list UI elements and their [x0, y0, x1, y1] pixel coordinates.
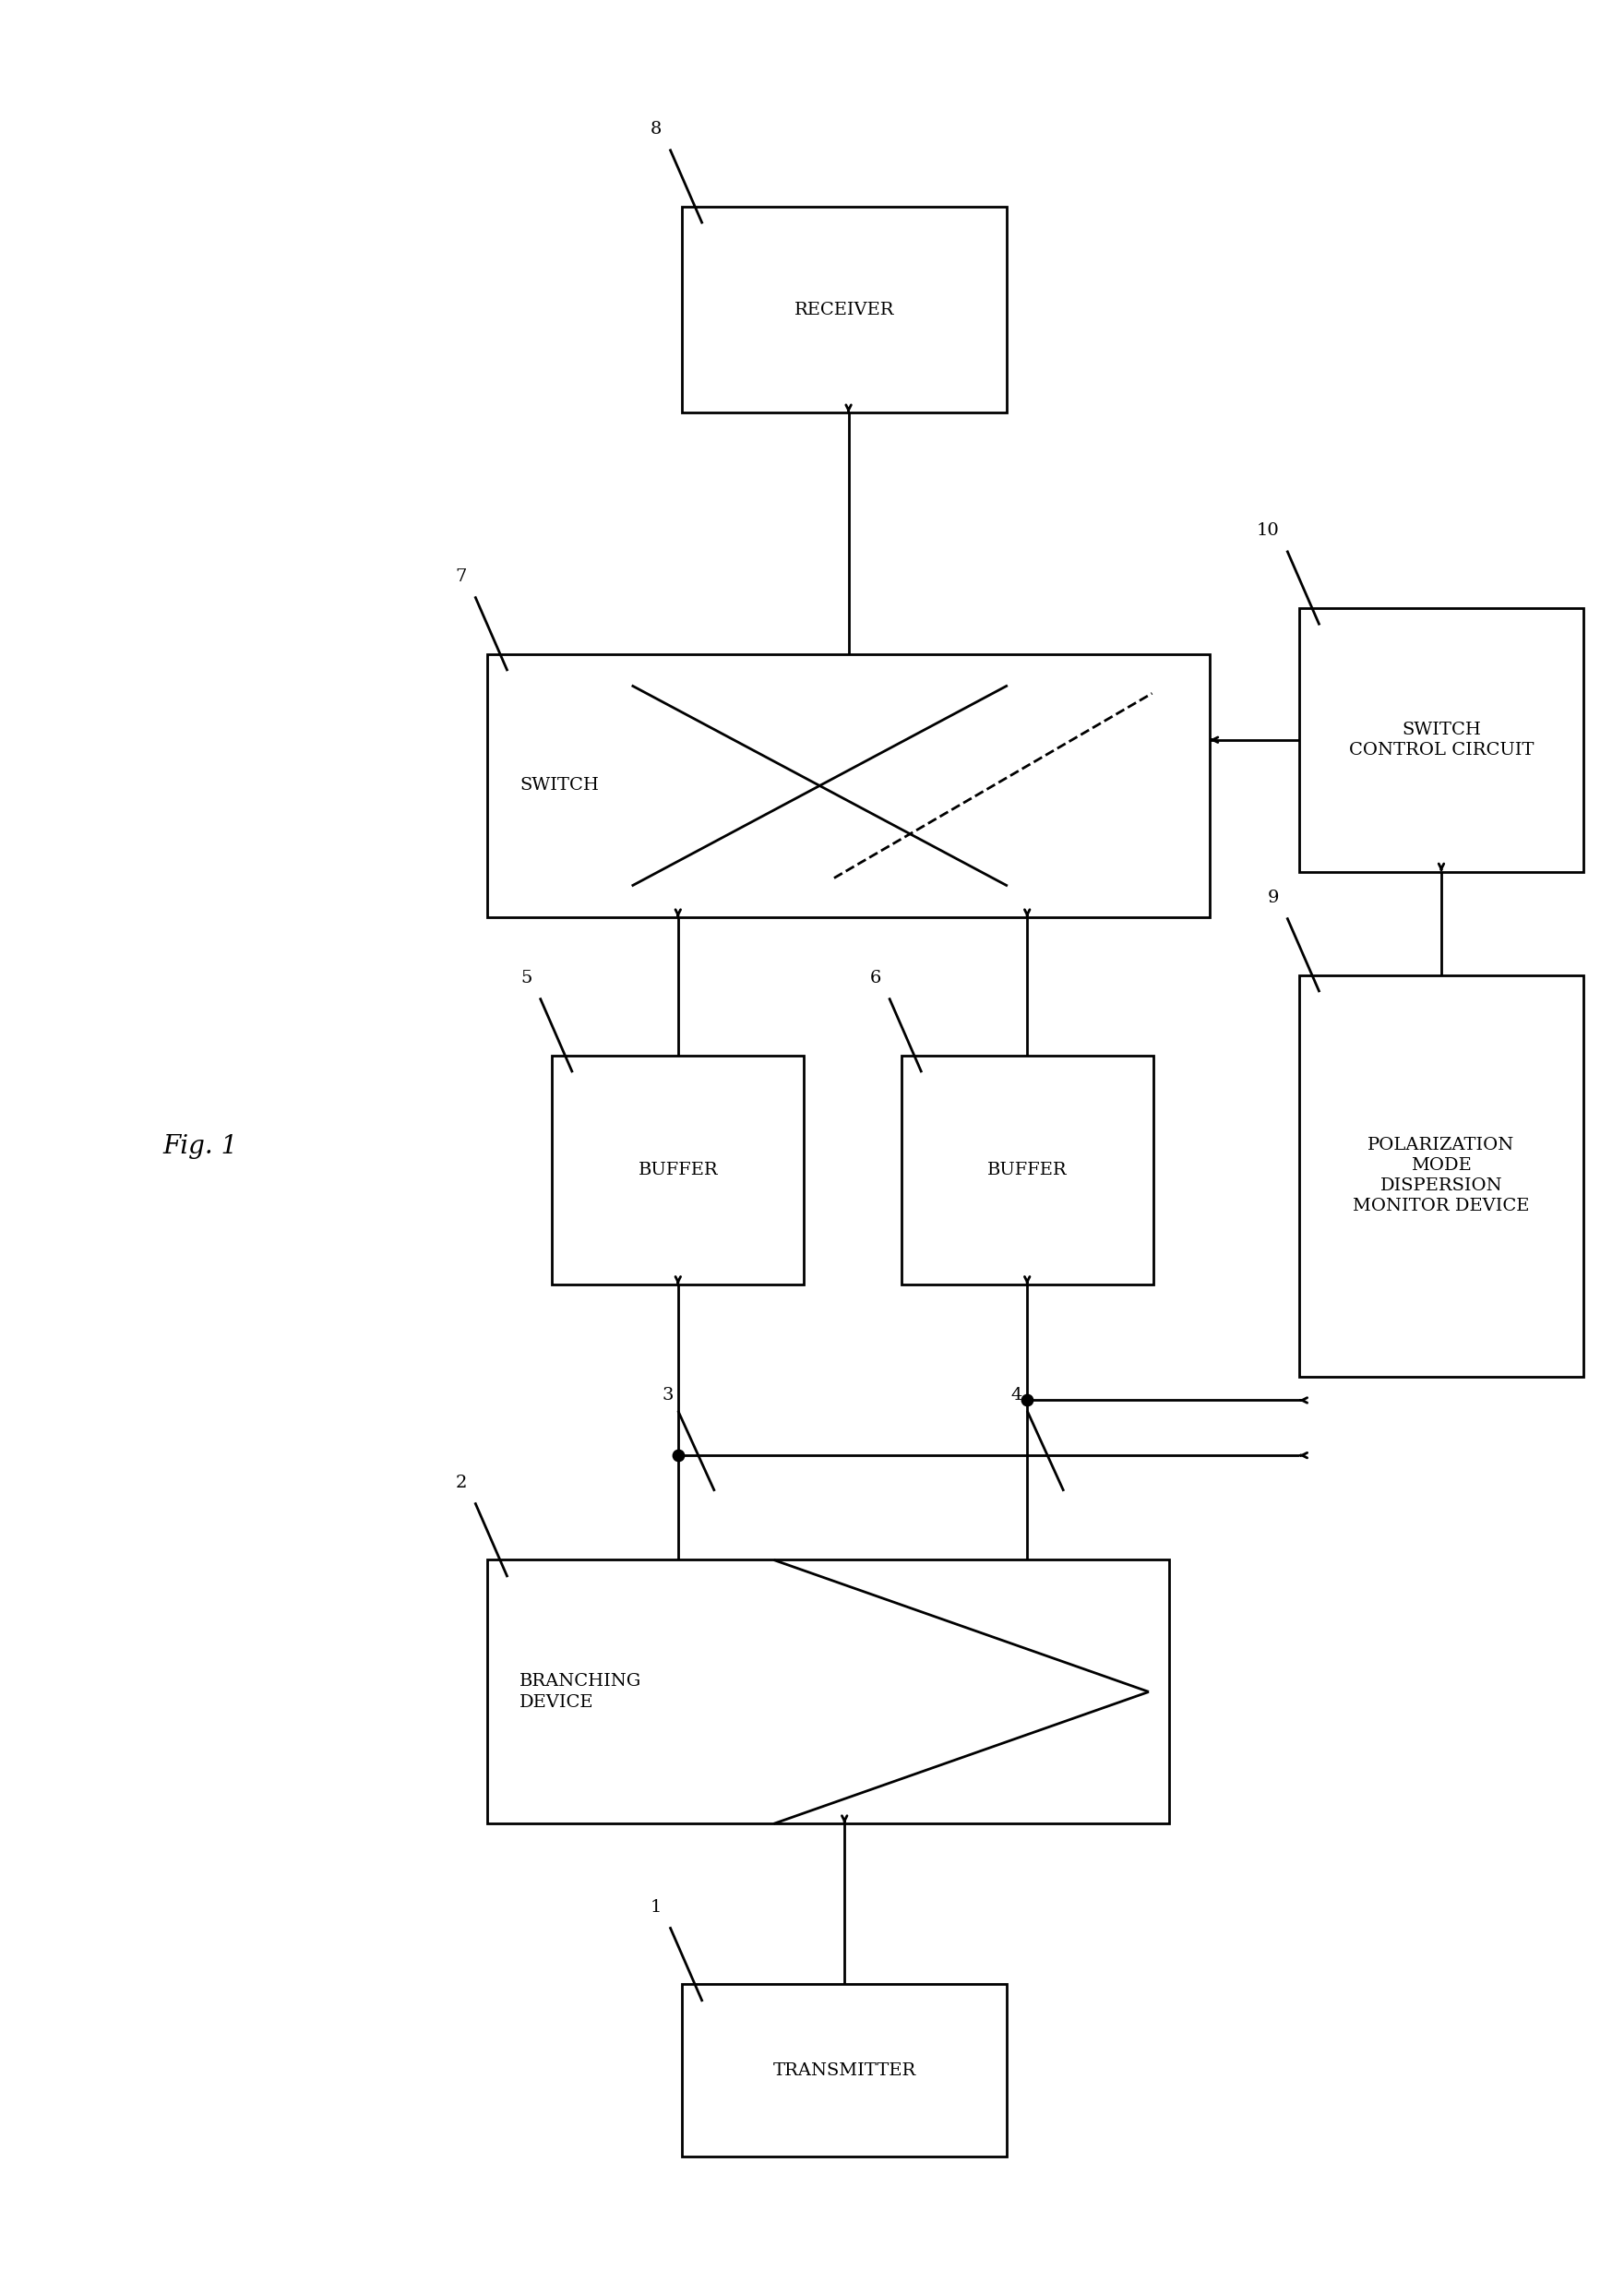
- Text: 7: 7: [455, 569, 468, 585]
- Bar: [1299, 608, 1583, 872]
- Text: BUFFER: BUFFER: [987, 1161, 1067, 1179]
- Text: SWITCH
CONTROL CIRCUIT: SWITCH CONTROL CIRCUIT: [1350, 720, 1533, 759]
- Text: POLARIZATION
MODE
DISPERSION
MONITOR DEVICE: POLARIZATION MODE DISPERSION MONITOR DEV…: [1353, 1136, 1530, 1216]
- Text: 1: 1: [650, 1899, 661, 1915]
- Text: SWITCH: SWITCH: [520, 778, 599, 794]
- Text: TRANSMITTER: TRANSMITTER: [773, 2062, 916, 2078]
- Text: 4: 4: [1010, 1388, 1023, 1404]
- Bar: [487, 654, 1210, 918]
- Text: BRANCHING
DEVICE: BRANCHING DEVICE: [520, 1672, 641, 1711]
- Point: [1013, 1381, 1039, 1418]
- Text: 10: 10: [1255, 523, 1280, 539]
- Text: 8: 8: [650, 122, 661, 138]
- Text: 2: 2: [455, 1475, 468, 1491]
- Bar: [552, 1055, 804, 1285]
- Bar: [682, 1984, 1007, 2156]
- Text: Fig. 1: Fig. 1: [162, 1136, 237, 1158]
- Text: 5: 5: [520, 970, 531, 986]
- Bar: [901, 1055, 1153, 1285]
- Bar: [487, 1560, 1169, 1824]
- Text: BUFFER: BUFFER: [638, 1161, 718, 1179]
- Text: RECEIVER: RECEIVER: [794, 301, 895, 319]
- Text: 9: 9: [1267, 890, 1280, 906]
- Text: 6: 6: [869, 970, 882, 986]
- Bar: [1299, 975, 1583, 1376]
- Point: [666, 1436, 692, 1473]
- Bar: [682, 206, 1007, 413]
- Text: 3: 3: [661, 1388, 674, 1404]
